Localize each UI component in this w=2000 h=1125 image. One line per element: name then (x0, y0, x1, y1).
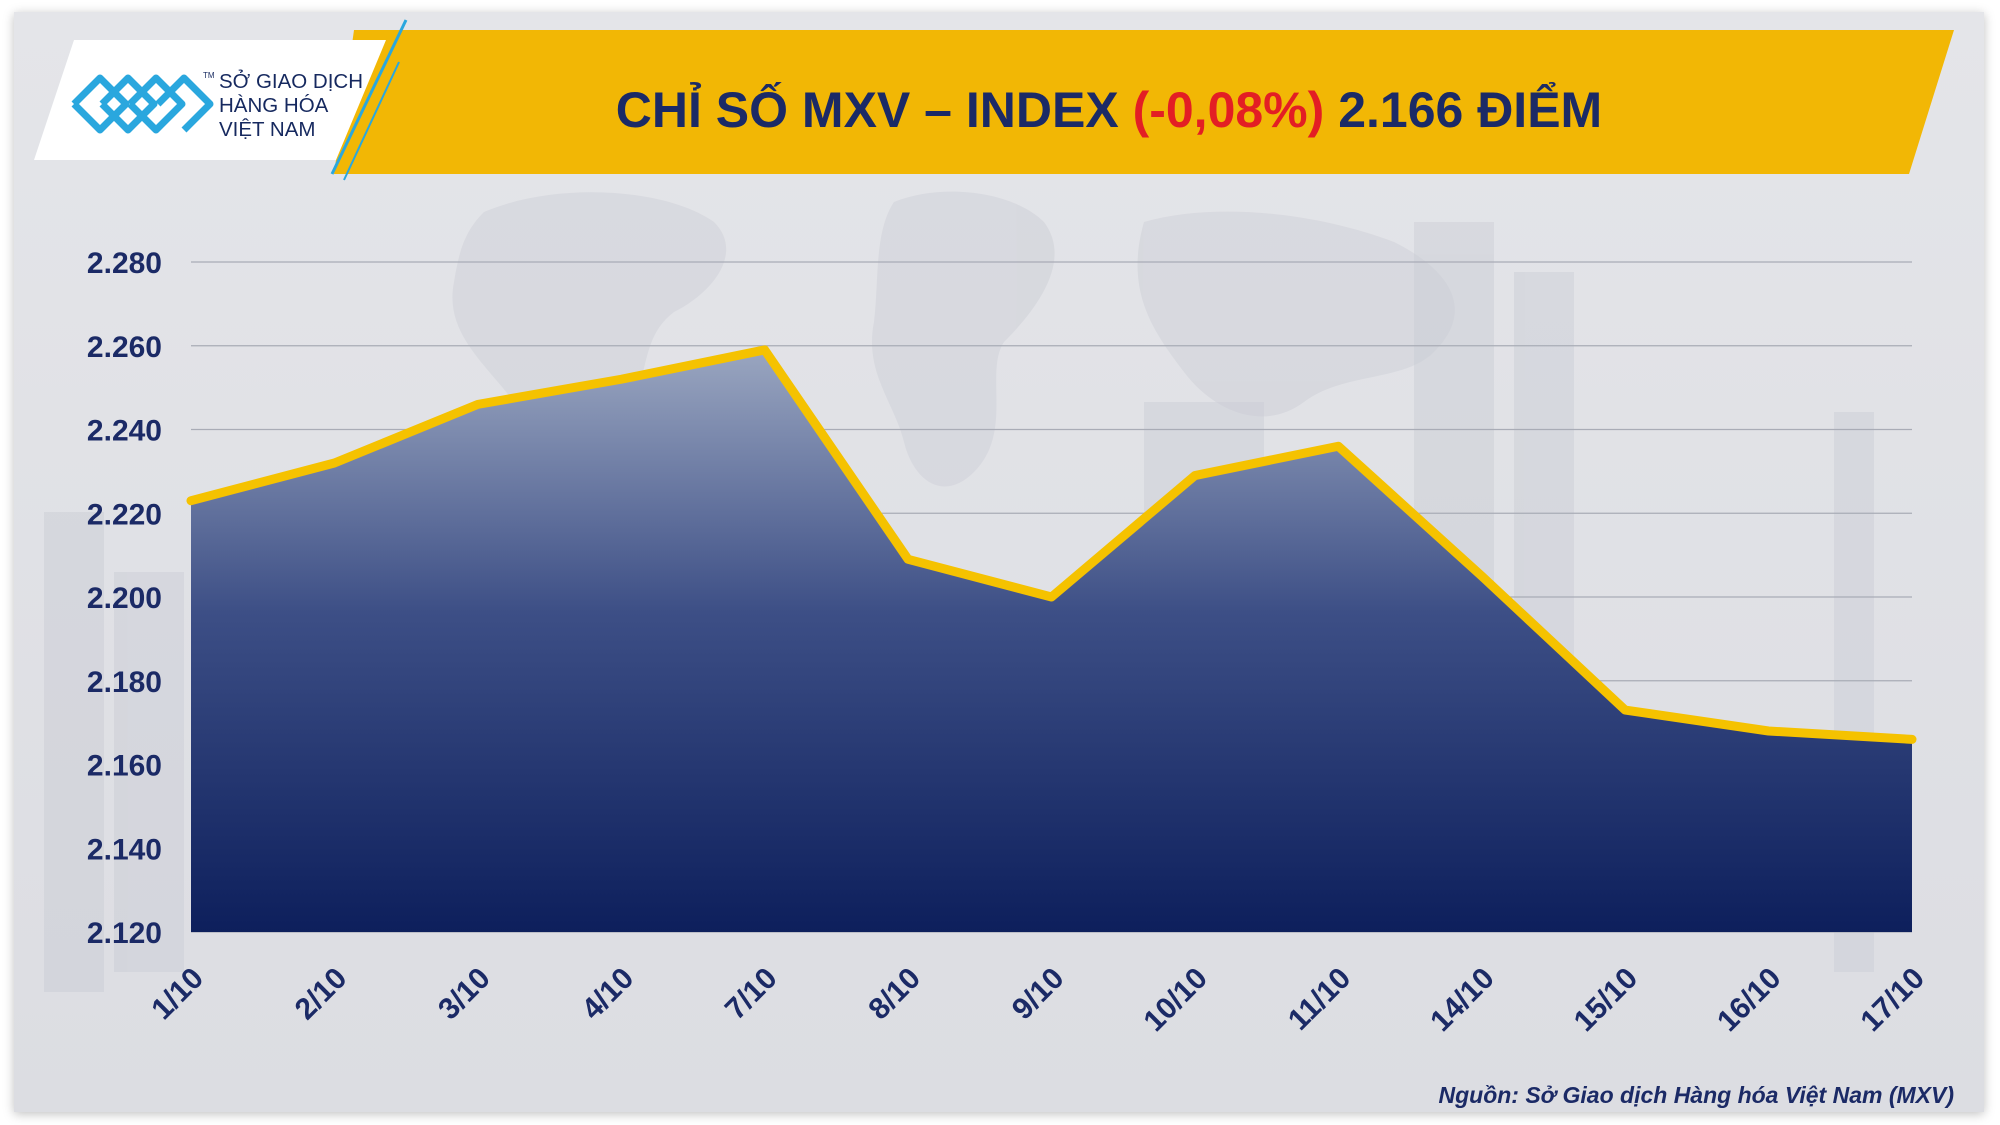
page-title: CHỈ SỐ MXV – INDEX (-0,08%) 2.166 ĐIỂM (434, 74, 1784, 146)
series-line-path (186, 345, 1917, 744)
x-axis-labels: 1/10 2/10 3/10 4/10 7/10 8/10 9/10 10/10 11/10 14… (145, 962, 1931, 1038)
x-tick-label: 9/10 (1006, 962, 1071, 1027)
y-tick-label: 2.180 (87, 666, 162, 699)
x-tick-label: 10/10 (1137, 962, 1213, 1038)
x-tick-label: 1/10 (145, 962, 210, 1027)
title-value: 2.166 ĐIỂM (1324, 82, 1603, 138)
accent-line (330, 19, 408, 175)
logo-line-3: VIỆT NAM (219, 118, 316, 141)
area-fill (191, 349, 1912, 932)
y-tick-label: 2.220 (87, 498, 162, 531)
accent-line (343, 61, 400, 181)
x-tick-label: 14/10 (1424, 962, 1500, 1038)
x-tick-label: 8/10 (862, 962, 927, 1027)
area-path (191, 349, 1912, 932)
header-banner: TM (34, 19, 1954, 181)
y-axis-labels: 2.120 2.140 2.160 2.180 2.200 2.220 2.240 2.260… (87, 247, 162, 950)
y-tick-label: 2.160 (87, 750, 162, 783)
area-chart: 2.120 2.140 2.160 2.180 2.200 2.220 2.240 2.260… (87, 247, 1931, 1038)
mxv-logo-icon (71, 74, 214, 134)
x-tick-label: 4/10 (576, 962, 641, 1027)
yellow-title-bar (334, 30, 1954, 174)
y-tick-label: 2.240 (87, 415, 162, 448)
x-tick-label: 3/10 (432, 962, 497, 1027)
y-tick-label: 2.280 (87, 247, 162, 280)
x-tick-label: 2/10 (289, 962, 354, 1027)
logo-line-1: SỞ GIAO DỊCH (219, 70, 364, 93)
title-change-percent: (-0,08%) (1132, 82, 1325, 138)
title-main: CHỈ SỐ MXV – INDEX (615, 82, 1133, 138)
x-tick-label: 16/10 (1711, 962, 1787, 1038)
x-tick-label: 15/10 (1568, 962, 1644, 1038)
logo-text: SỞ GIAO DỊCH HÀNG HÓA VIỆT NAM (219, 70, 399, 142)
source-note: Nguồn: Sở Giao dịch Hàng hóa Việt Nam (M… (1438, 1082, 1954, 1108)
x-tick-label: 11/10 (1282, 962, 1357, 1037)
y-tick-label: 2.260 (87, 331, 162, 364)
series-line (186, 345, 1917, 744)
infographic-card: TM SỞ GIAO DỊCH HÀNG HÓA VIỆT NAM CHỈ SỐ… (14, 12, 1984, 1112)
logo-line-2: HÀNG HÓA (219, 94, 329, 117)
y-tick-label: 2.120 (87, 917, 162, 950)
y-tick-label: 2.200 (87, 582, 162, 615)
y-tick-label: 2.140 (87, 833, 162, 866)
x-tick-label: 17/10 (1855, 962, 1931, 1038)
logo-tm: TM (203, 71, 215, 80)
x-tick-label: 7/10 (719, 962, 784, 1027)
